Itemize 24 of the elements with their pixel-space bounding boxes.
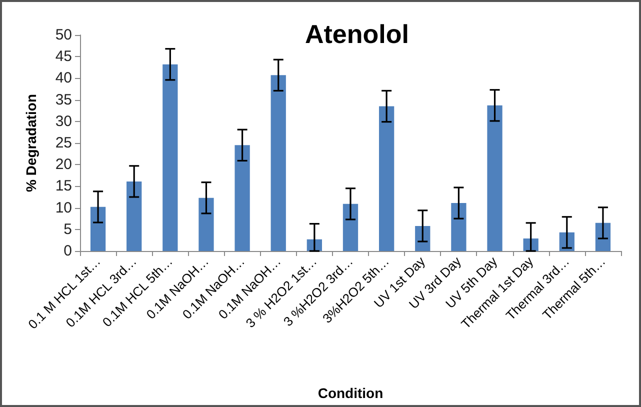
bar xyxy=(198,198,214,251)
y-tick-label: 40 xyxy=(55,70,72,87)
y-axis-title: % Degradation xyxy=(23,94,39,192)
bar xyxy=(270,75,286,251)
chart-title: Atenolol xyxy=(305,19,409,49)
bar xyxy=(487,105,502,251)
y-tick-label: 35 xyxy=(55,91,72,108)
y-tick-label: 50 xyxy=(55,26,72,44)
y-tick-label: 45 xyxy=(55,48,72,66)
y-tick-label: 0 xyxy=(64,242,72,260)
bar xyxy=(90,206,106,251)
bar xyxy=(451,203,466,251)
y-tick-label: 30 xyxy=(55,112,72,130)
bar xyxy=(378,106,394,251)
x-axis-title: Condition xyxy=(318,385,384,401)
y-tick-label: 25 xyxy=(55,134,72,152)
y-tick-label: 15 xyxy=(55,178,72,195)
bar xyxy=(126,181,142,251)
y-tick-label: 10 xyxy=(55,199,72,216)
bar xyxy=(234,145,250,251)
bar xyxy=(342,204,358,251)
y-tick-label: 5 xyxy=(64,220,72,238)
y-tick-label: 20 xyxy=(55,156,72,174)
bar xyxy=(162,64,178,251)
